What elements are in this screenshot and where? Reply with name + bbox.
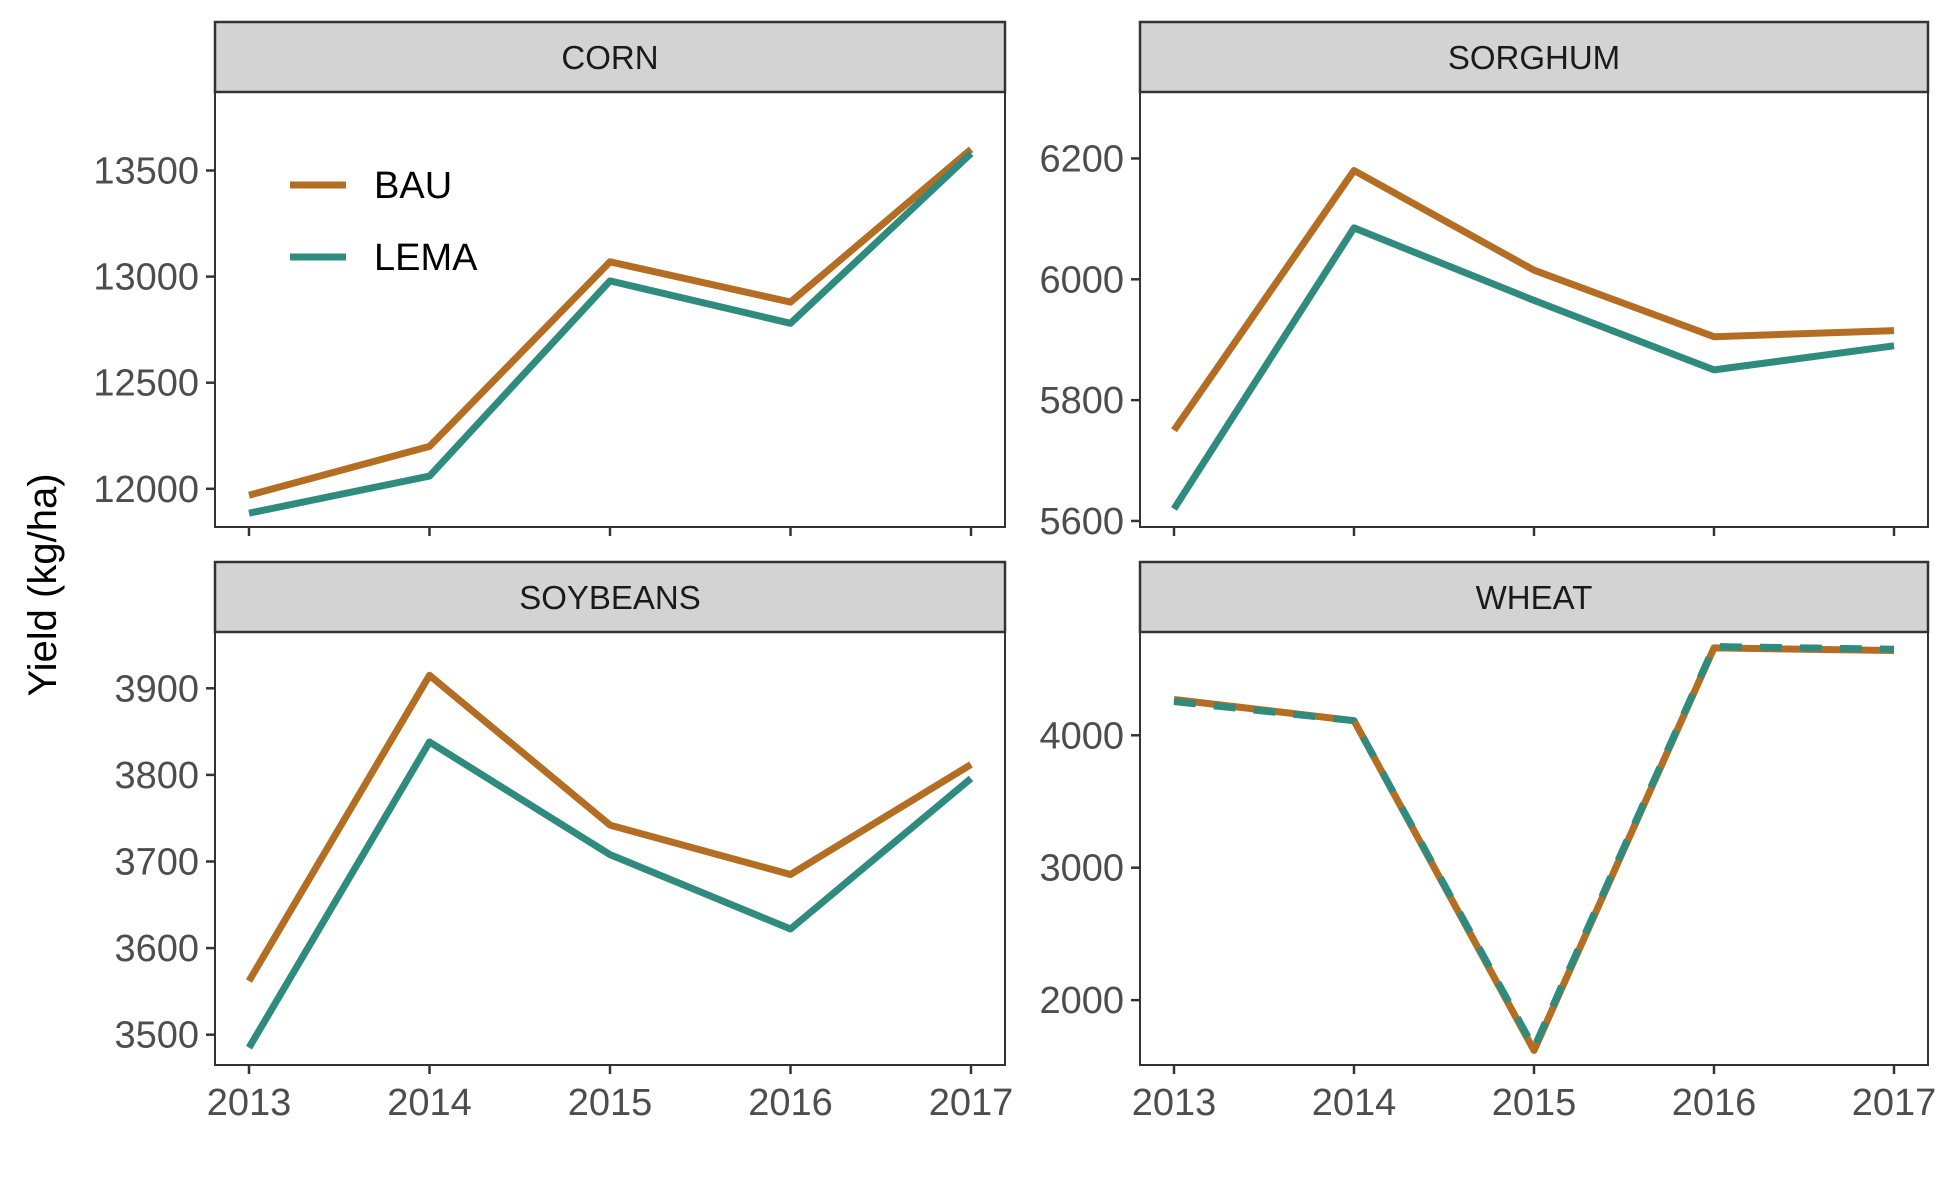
series-line-bau [245, 671, 973, 983]
y-axis-label: Yield (kg/ha) [21, 473, 65, 696]
panel-wheat: WHEAT 2000 3000 4000 2013 2014 2015 2016 2017 [1039, 560, 1937, 1124]
series-line-bau [1173, 644, 1895, 1054]
panel-border [1139, 631, 1929, 1066]
y-tick-label: 6200 [1039, 138, 1124, 180]
y-tick-label: 13500 [93, 151, 199, 193]
facet-strip [213, 20, 1007, 94]
y-tick-label: 4000 [1039, 715, 1124, 757]
x-tick-label: 2017 [929, 1082, 1014, 1124]
legend-label-bau: BAU [374, 165, 452, 207]
legend: BAU LEMA [290, 165, 478, 279]
y-tick-label: 3500 [114, 1015, 199, 1057]
y-tick-label: 3700 [114, 841, 199, 883]
facet-title: WHEAT [1476, 579, 1593, 616]
x-tick-label: 2015 [568, 1082, 653, 1124]
panel-border [214, 91, 1006, 528]
facet-title: CORN [561, 39, 658, 76]
y-tick-label: 5800 [1039, 380, 1124, 422]
x-tick-label: 2014 [1312, 1082, 1397, 1124]
y-tick-label: 12500 [93, 363, 199, 405]
x-tick-label: 2014 [387, 1082, 472, 1124]
series-line-lema [1171, 224, 1895, 511]
x-tick-label: 2015 [1492, 1082, 1577, 1124]
panels: CORN 12000 12500 13000 13500 SORGHUM 5600 5800 6… [93, 20, 1937, 1124]
y-tick-label: 12000 [93, 469, 199, 511]
x-tick-label: 2016 [748, 1082, 833, 1124]
facet-title: SOYBEANS [519, 579, 701, 616]
facet-title: SORGHUM [1448, 39, 1620, 76]
series-line-bau [248, 146, 974, 499]
panel-corn: CORN 12000 12500 13000 13500 [93, 20, 1007, 536]
panel-sorghum: SORGHUM 5600 5800 6000 6200 [1039, 20, 1930, 543]
y-tick-label: 13000 [93, 257, 199, 299]
y-tick-label: 5600 [1039, 501, 1124, 543]
y-tick-label: 3000 [1039, 848, 1124, 890]
series-line-lema [245, 738, 974, 1050]
x-tick-label: 2013 [207, 1082, 292, 1124]
series-line-lema [1173, 643, 1895, 1052]
series-line-bau [1171, 167, 1895, 433]
y-tick-label: 2000 [1039, 980, 1124, 1022]
y-tick-label: 6000 [1039, 259, 1124, 301]
facet-strip [1138, 560, 1930, 634]
legend-label-lema: LEMA [374, 237, 478, 279]
x-tick-label: 2013 [1132, 1082, 1217, 1124]
facet-strip [213, 560, 1007, 634]
series-line-lema [248, 150, 974, 517]
x-tick-label: 2016 [1672, 1082, 1757, 1124]
x-tick-label: 2017 [1852, 1082, 1937, 1124]
panel-soybeans: SOYBEANS 3500 3600 3700 3800 3900 2013 2014 2015… [114, 560, 1014, 1124]
y-tick-label: 3900 [114, 668, 199, 710]
y-tick-label: 3800 [114, 755, 199, 797]
y-tick-label: 3600 [114, 928, 199, 970]
